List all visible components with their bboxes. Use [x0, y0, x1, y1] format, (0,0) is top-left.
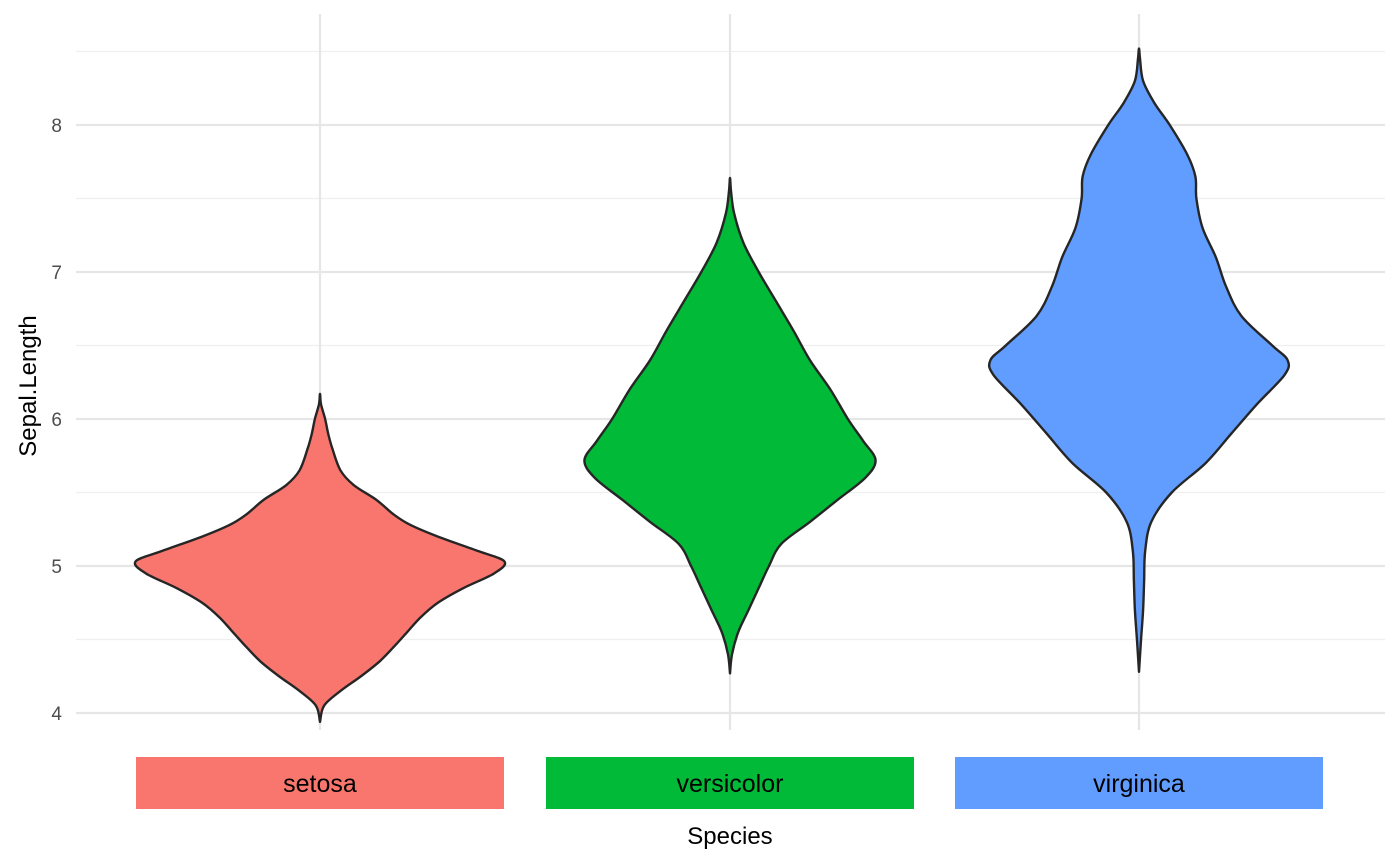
y-axis-title: Sepal.Length — [15, 315, 42, 456]
category-strip-virginica — [955, 757, 1323, 809]
y-tick-label: 5 — [51, 557, 62, 578]
y-axis-ticks: 4 5 6 7 8 — [51, 116, 62, 725]
x-axis-title: Species — [687, 823, 772, 850]
y-tick-label: 7 — [51, 263, 62, 284]
category-label-virginica: virginica — [1093, 770, 1185, 798]
y-tick-label: 4 — [51, 704, 62, 725]
category-strip-versicolor — [546, 757, 914, 809]
violins — [133, 47, 1291, 724]
category-strip-setosa — [136, 757, 504, 809]
category-strips: setosa versicolor virginica — [136, 757, 1323, 809]
violin-virginica — [987, 47, 1291, 674]
category-label-versicolor: versicolor — [677, 770, 784, 798]
violin-versicolor — [583, 176, 877, 675]
violin-setosa — [133, 392, 507, 724]
y-tick-label: 6 — [51, 410, 62, 431]
y-tick-label: 8 — [51, 116, 62, 137]
category-label-setosa: setosa — [283, 770, 357, 798]
